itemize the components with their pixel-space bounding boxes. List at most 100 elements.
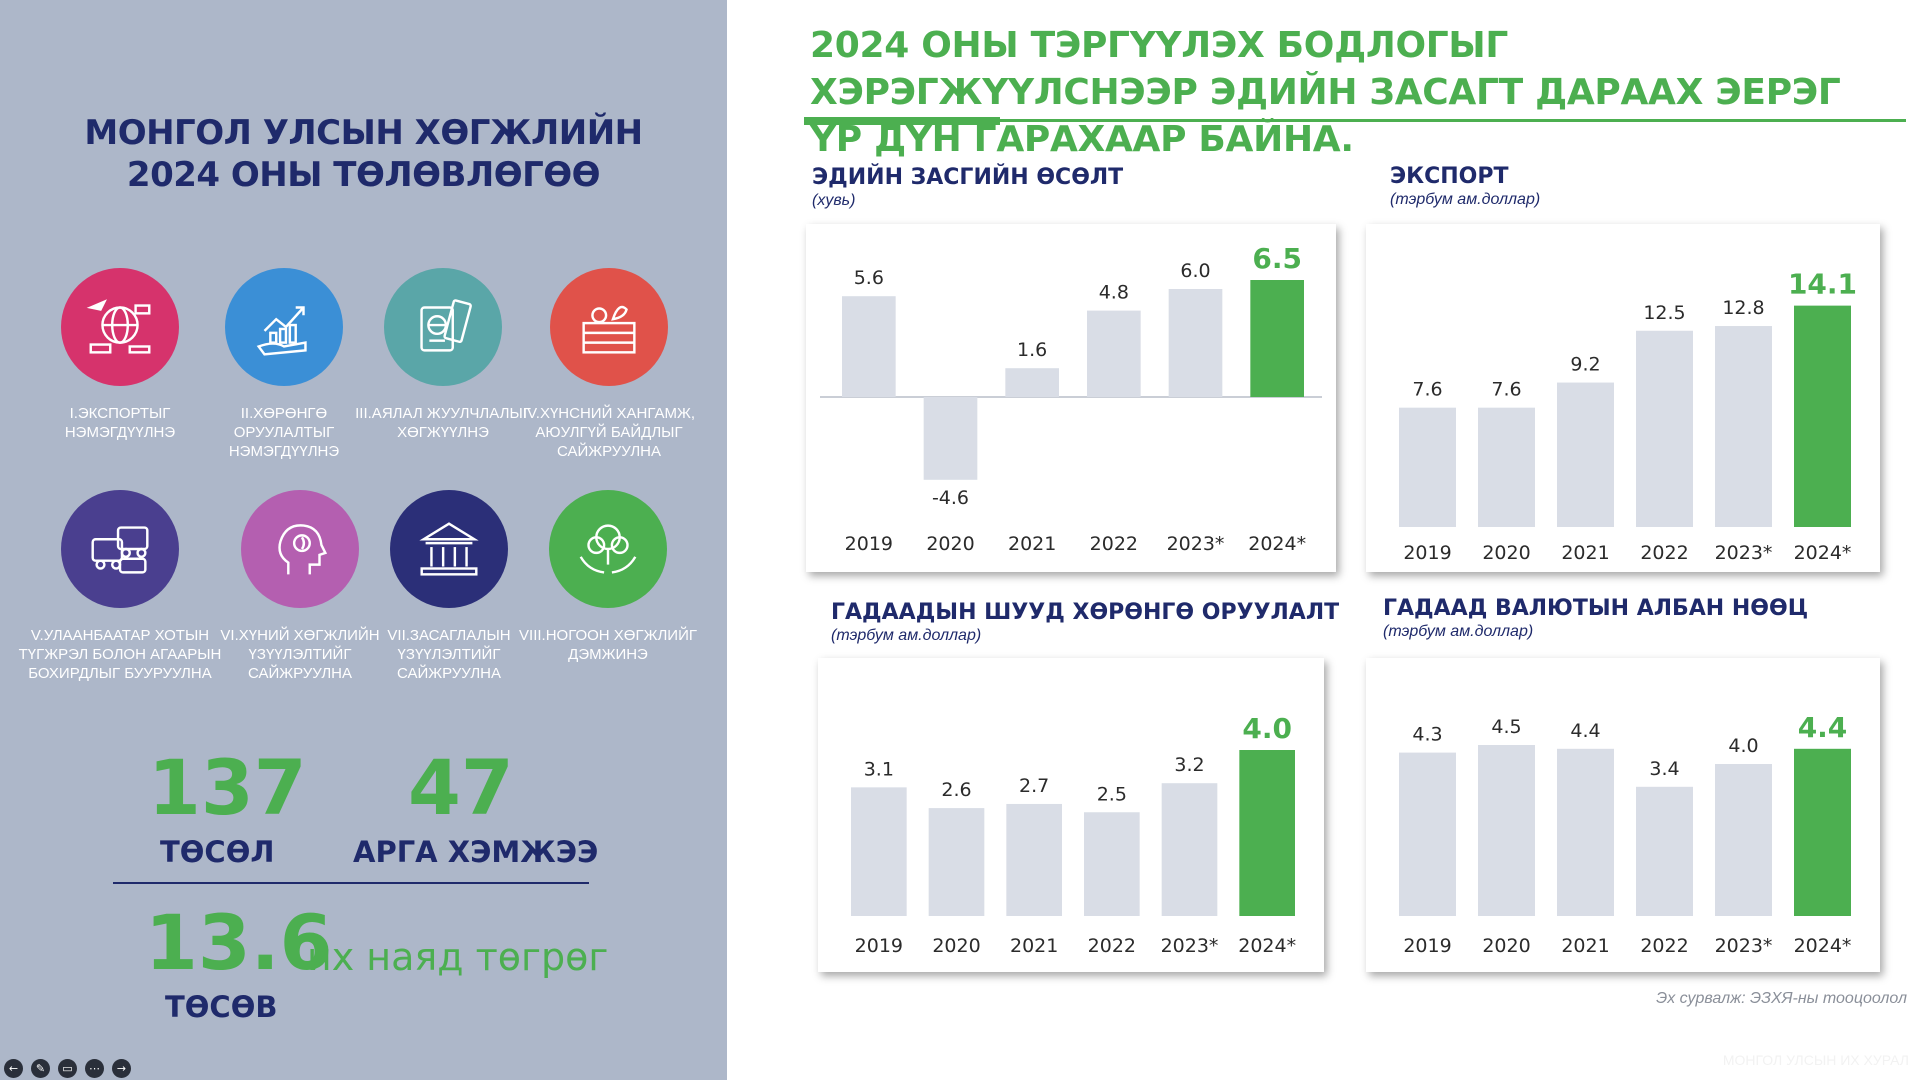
bar-2021 bbox=[1006, 803, 1062, 916]
goal-green: VIII.НОГООН ХӨГЖЛИЙГ ДЭМЖИНЭ bbox=[513, 490, 703, 664]
chart-header-fdi: ГАДААДЫН ШУУД ХӨРӨНГӨ ОРУУЛАЛТ (тэрбум а… bbox=[831, 600, 1339, 646]
data-label: 1.6 bbox=[1017, 339, 1047, 361]
x-tick-label: 2020 bbox=[1482, 542, 1530, 564]
export-chart: 7.6 2019 7.6 2020 9.2 2021 12.5 2022 12.8 2023* 14… bbox=[1399, 268, 1857, 564]
measures-label: АРГА ХЭМЖЭЭ bbox=[353, 835, 599, 869]
x-tick-label: 2021 bbox=[1010, 935, 1058, 957]
goal-label: VIII.НОГООН ХӨГЖЛИЙГ ДЭМЖИНЭ bbox=[519, 627, 697, 663]
data-label: 6.5 bbox=[1252, 242, 1302, 275]
bar-2023* bbox=[1715, 764, 1772, 916]
x-tick-label: 2021 bbox=[1561, 935, 1609, 957]
more-icon[interactable]: ⋯ bbox=[85, 1059, 104, 1078]
bar-2019 bbox=[842, 296, 896, 397]
bar-2024* bbox=[1250, 280, 1304, 397]
bar-2020 bbox=[1478, 745, 1535, 916]
government-building-icon bbox=[390, 490, 508, 608]
export-globe-icon bbox=[61, 268, 179, 386]
data-label: 2.6 bbox=[941, 779, 971, 801]
bar-2021 bbox=[1557, 382, 1614, 527]
goal-tourism: III.АЯЛАЛ ЖУУЛЧЛАЛЫГ ХӨГЖҮҮЛНЭ bbox=[348, 268, 538, 442]
goal-label: II.ХӨРӨНГӨ ОРУУЛАЛТЫГ НЭМЭГДҮҮЛНЭ bbox=[228, 405, 340, 460]
chart-header-export: ЭКСПОРТ (тэрбум ам.доллар) bbox=[1390, 164, 1540, 210]
back-icon[interactable]: ← bbox=[4, 1059, 23, 1078]
bar-2019 bbox=[1399, 752, 1456, 916]
bar-2021 bbox=[1557, 748, 1614, 916]
x-tick-label: 2022 bbox=[1640, 935, 1688, 957]
food-crate-icon bbox=[550, 268, 668, 386]
bar-2022 bbox=[1087, 310, 1141, 397]
fdi-chart: 3.1 2019 2.6 2020 2.7 2021 2.5 2022 3.2 2023* 4.0 2… bbox=[851, 712, 1296, 957]
chart-subtitle: (хувь) bbox=[812, 192, 856, 209]
x-tick-label: 2023* bbox=[1715, 542, 1773, 564]
bar-2019 bbox=[1399, 407, 1456, 527]
chart-card-fdi: 3.1 2019 2.6 2020 2.7 2021 2.5 2022 3.2 2023* 4.0 2… bbox=[818, 658, 1324, 972]
bar-2024* bbox=[1239, 750, 1295, 916]
chart-subtitle: (тэрбум ам.доллар) bbox=[831, 627, 982, 644]
data-label: 2.7 bbox=[1019, 775, 1049, 797]
data-label: 3.4 bbox=[1649, 758, 1679, 780]
goal-label: VII.ЗАСАГЛАЛЫН ҮЗҮҮЛЭЛТИЙГ САЙЖРУУЛНА bbox=[387, 627, 511, 682]
forward-icon[interactable]: → bbox=[112, 1059, 131, 1078]
pen-icon[interactable]: ✎ bbox=[31, 1059, 50, 1078]
x-tick-label: 2022 bbox=[1640, 542, 1688, 564]
x-tick-label: 2019 bbox=[1403, 542, 1451, 564]
chart-title: ГАДААДЫН ШУУД ХӨРӨНГӨ ОРУУЛАЛТ bbox=[831, 600, 1340, 625]
title-underline bbox=[804, 119, 1906, 122]
captions-icon[interactable]: ▭ bbox=[58, 1059, 77, 1078]
goal-label: V.УЛААНБААТАР ХОТЫН ТҮГЖРЭЛ БОЛОН АГААРЫ… bbox=[18, 627, 222, 682]
goal-investment: II.ХӨРӨНГӨ ОРУУЛАЛТЫГ НЭМЭГДҮҮЛНЭ bbox=[189, 268, 379, 461]
goal-label: III.АЯЛАЛ ЖУУЛЧЛАЛЫГ ХӨГЖҮҮЛНЭ bbox=[355, 405, 531, 441]
budget-unit: их наяд төгрөг bbox=[307, 935, 609, 979]
x-tick-label: 2019 bbox=[855, 935, 903, 957]
chart-card-reserves: 4.3 2019 4.5 2020 4.4 2021 3.4 2022 4.0 2023* 4.4 2… bbox=[1366, 658, 1880, 972]
bar-2020 bbox=[1478, 407, 1535, 527]
goal-food: IV.ХҮНСНИЙ ХАНГАМЖ, АЮУЛГҮЙ БАЙДЛЫГ САЙЖ… bbox=[514, 268, 704, 461]
main-title: 2024 ОНЫ ТЭРГҮҮЛЭХ БОДЛОГЫГ ХЭРЭГЖҮҮЛСНЭ… bbox=[810, 25, 1841, 160]
x-tick-label: 2024* bbox=[1794, 542, 1852, 564]
x-tick-label: 2023* bbox=[1167, 533, 1225, 555]
bar-2022 bbox=[1636, 330, 1693, 527]
bar-2020 bbox=[928, 808, 985, 916]
bar-2023* bbox=[1161, 783, 1218, 916]
data-label: 3.1 bbox=[864, 758, 894, 780]
left-panel: МОНГОЛ УЛСЫН ХӨГЖЛИЙН 2024 ОНЫ ТӨЛӨВЛӨГӨ… bbox=[0, 0, 727, 1080]
x-tick-label: 2023* bbox=[1161, 935, 1219, 957]
human-head-icon bbox=[241, 490, 359, 608]
investment-growth-icon bbox=[225, 268, 343, 386]
x-tick-label: 2020 bbox=[1482, 935, 1530, 957]
goal-human: VI.ХҮНИЙ ХӨГЖЛИЙН ҮЗҮҮЛЭЛТИЙГ САЙЖРУУЛНА bbox=[205, 490, 395, 683]
passport-icon bbox=[384, 268, 502, 386]
x-tick-label: 2023* bbox=[1715, 935, 1773, 957]
x-tick-label: 2024* bbox=[1794, 935, 1852, 957]
bar-2023* bbox=[1168, 289, 1223, 397]
chart-subtitle: (тэрбум ам.доллар) bbox=[1390, 191, 1541, 208]
data-label: -4.6 bbox=[932, 487, 969, 509]
x-tick-label: 2022 bbox=[1088, 935, 1136, 957]
data-label: 4.4 bbox=[1570, 720, 1600, 742]
x-tick-label: 2021 bbox=[1008, 533, 1056, 555]
goal-traffic: V.УЛААНБААТАР ХОТЫН ТҮГЖРЭЛ БОЛОН АГААРЫ… bbox=[15, 490, 225, 683]
bar-2020 bbox=[923, 397, 978, 480]
chart-card-export: 7.6 2019 7.6 2020 9.2 2021 12.5 2022 12.8 2023* 14… bbox=[1366, 224, 1880, 572]
chart-title: ГАДААД ВАЛЮТЫН АЛБАН НӨӨЦ bbox=[1383, 596, 1809, 621]
data-label: 7.6 bbox=[1412, 379, 1442, 401]
chart-title: ЭКСПОРТ bbox=[1390, 164, 1509, 189]
data-label: 5.6 bbox=[854, 267, 884, 289]
green-hands-icon bbox=[549, 490, 667, 608]
data-label: 4.0 bbox=[1242, 712, 1292, 745]
bar-2024* bbox=[1794, 305, 1851, 527]
x-tick-label: 2022 bbox=[1090, 533, 1138, 555]
x-tick-label: 2021 bbox=[1561, 542, 1609, 564]
goal-governance: VII.ЗАСАГЛАЛЫН ҮЗҮҮЛЭЛТИЙГ САЙЖРУУЛНА bbox=[354, 490, 544, 683]
x-tick-label: 2019 bbox=[845, 533, 893, 555]
bar-2022 bbox=[1636, 786, 1693, 916]
data-label: 14.1 bbox=[1788, 268, 1857, 301]
x-tick-label: 2019 bbox=[1403, 935, 1451, 957]
data-label: 4.0 bbox=[1728, 735, 1758, 757]
data-label: 4.8 bbox=[1099, 282, 1129, 304]
data-label: 12.8 bbox=[1722, 297, 1764, 319]
traffic-icon bbox=[61, 490, 179, 608]
data-label: 6.0 bbox=[1180, 260, 1210, 282]
presentation-toolbar: ← ✎ ▭ ⋯ → bbox=[4, 1059, 131, 1078]
bar-2021 bbox=[1005, 368, 1059, 397]
